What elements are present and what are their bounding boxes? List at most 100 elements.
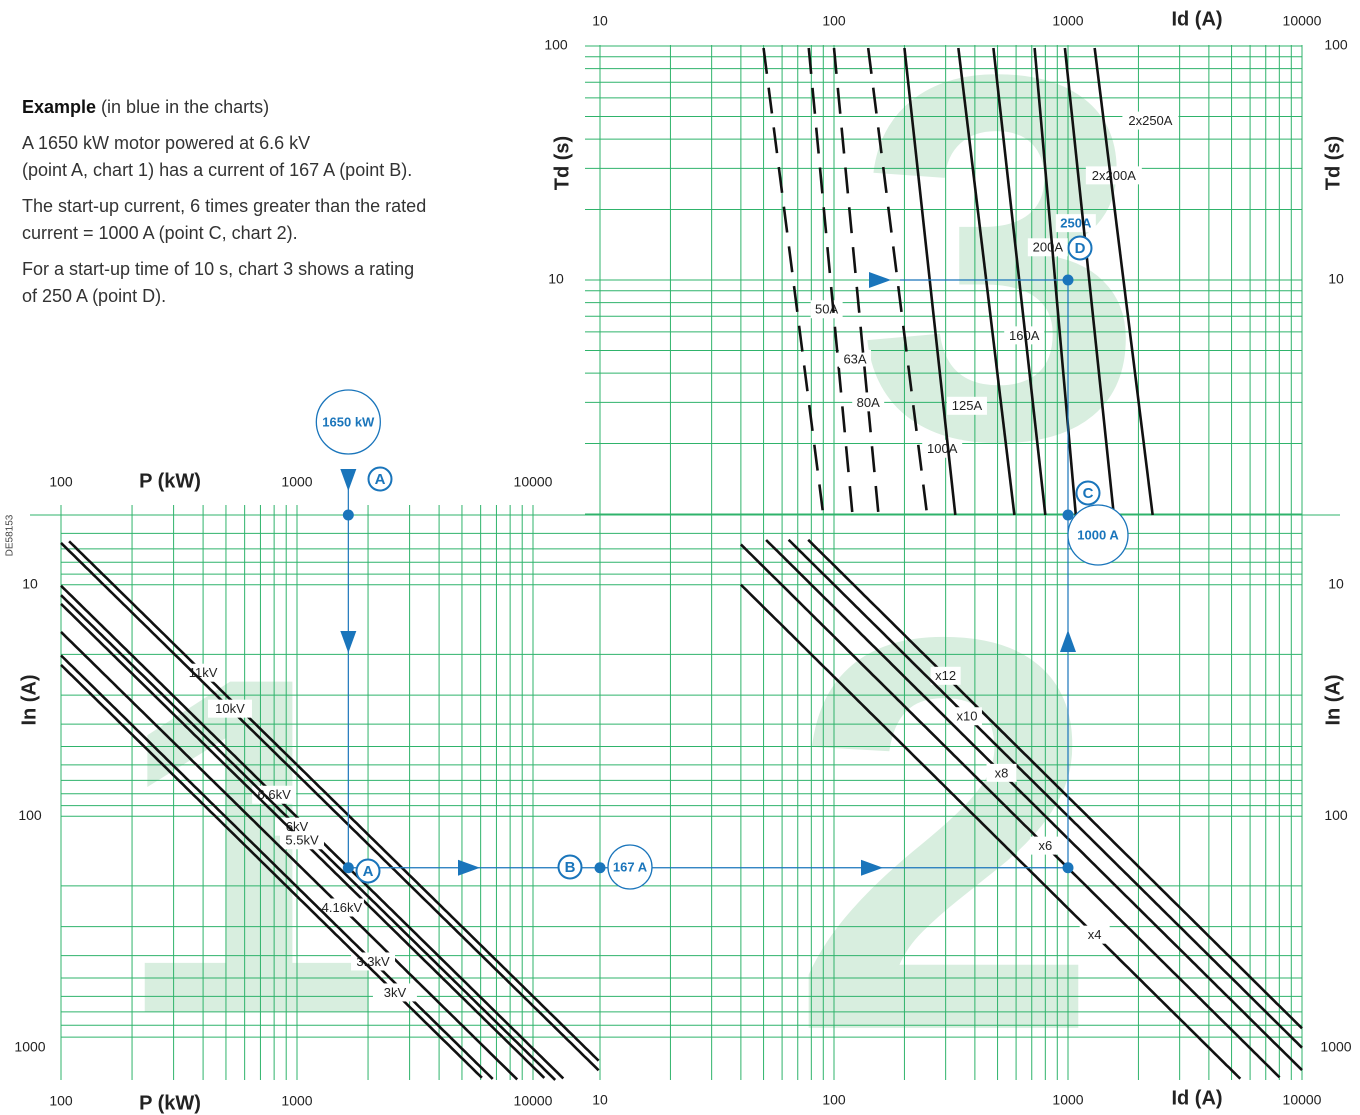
y-tick-label: 10 — [1328, 271, 1344, 287]
series-label-text: 125A — [952, 398, 983, 413]
series-label: 2x250A — [1122, 111, 1179, 130]
series-label: 50A — [810, 300, 843, 319]
series-label-text: 2x200A — [1092, 168, 1136, 183]
y-tick-label: 1000 — [1320, 1038, 1351, 1054]
point-a-marker: A — [355, 858, 381, 884]
y-axis-label: Td (s) — [1322, 136, 1344, 190]
value-bubble-text: 1000 A — [1077, 527, 1119, 542]
series-label-bg — [1055, 214, 1096, 233]
value-bubble-circle — [1067, 504, 1129, 566]
x-tick-label: 100 — [49, 474, 73, 490]
series-label-bg — [930, 666, 961, 685]
arrow-up-icon — [1060, 630, 1076, 652]
y-tick-label: 10 — [1328, 575, 1344, 591]
example-text: Example (in blue in the charts) A 1650 k… — [22, 94, 512, 319]
chart-2-series: x12 x10 x8 x6 x4 — [739, 538, 1303, 1080]
y-axis-label: In (A) — [1322, 674, 1344, 725]
multiplier-line — [807, 538, 1303, 1030]
point-marker-circle — [367, 466, 393, 492]
example-point-dot — [342, 862, 354, 874]
arrow-right-icon — [458, 859, 480, 876]
x-tick-label: 10000 — [1283, 13, 1322, 29]
example-point-dot — [1062, 509, 1074, 521]
series-label-text: 100A — [927, 441, 958, 456]
example-paragraph-2: The start-up current, 6 times greater th… — [22, 193, 512, 247]
example-heading: Example (in blue in the charts) — [22, 94, 512, 121]
series-label-text: x12 — [935, 668, 956, 683]
current-value-bubble: 167 A — [607, 844, 653, 890]
series-label-bg — [951, 707, 982, 726]
series-label: 80A — [852, 393, 885, 412]
example-path: A A B C D 1650 kW 167 A 1000 A — [315, 235, 1129, 890]
series-label: 2x200A — [1085, 166, 1142, 185]
series-label-text: x10 — [956, 709, 977, 724]
series-label: 6.6kV — [252, 785, 297, 804]
y-tick-label: 10 — [548, 271, 564, 287]
point-d-marker: D — [1067, 235, 1093, 261]
series-label-text: 6.6kV — [258, 787, 292, 802]
x-tick-label: 100 — [49, 1093, 73, 1109]
value-bubble-circle — [315, 389, 381, 455]
example-point-dot — [1062, 862, 1074, 874]
point-marker-letter: D — [1075, 240, 1086, 257]
series-label-bg — [922, 439, 963, 458]
series-label-text: 3.3kV — [356, 954, 390, 969]
example-point-dot — [594, 862, 606, 874]
example-line: For a start-up time of 10 s, chart 3 sho… — [22, 259, 415, 279]
example-line: A 1650 kW motor powered at 6.6 kV — [22, 133, 311, 153]
series-label-text: 250A — [1060, 216, 1092, 231]
series-label-text: x8 — [995, 765, 1009, 780]
series-label-bg — [181, 663, 226, 682]
fuse-curve — [903, 47, 957, 516]
example-line: of 250 A (point D). — [22, 286, 167, 306]
voltage-line — [68, 540, 600, 1062]
series-label-text: 63A — [843, 351, 866, 366]
x-tick-label: 100 — [822, 1092, 846, 1108]
y-tick-label: 1000 — [14, 1038, 45, 1054]
arrow-right-icon — [869, 272, 891, 288]
point-marker-circle — [1075, 480, 1101, 506]
fuse-curve — [992, 47, 1047, 516]
series-label: x6 — [1030, 836, 1061, 855]
example-title: Example — [22, 97, 97, 117]
x-axis-label: Id (A) — [1171, 1087, 1222, 1109]
x-tick-label: 1000 — [281, 1093, 312, 1109]
fuse-curve — [762, 47, 825, 516]
example-line: The start-up current, 6 times greater th… — [22, 196, 427, 216]
series-label-bg — [351, 952, 396, 971]
multiplier-line — [739, 543, 1281, 1079]
multiplier-line — [739, 583, 1242, 1080]
point-marker-circle — [557, 854, 583, 880]
series-label-bg — [319, 898, 364, 917]
x-tick-label: 10000 — [514, 1093, 553, 1109]
y-tick-label: 100 — [18, 807, 42, 823]
series-label-bg — [1122, 111, 1179, 130]
arrow-right-icon — [861, 859, 883, 876]
series-label-text: x4 — [1088, 927, 1102, 942]
series-label: 125A — [946, 396, 987, 415]
chart-3-series: 50A63A80A100A125A160A200A250A2x200A2x250… — [762, 47, 1179, 516]
example-paragraph-1: A 1650 kW motor powered at 6.6 kV (point … — [22, 130, 512, 184]
series-label-bg — [946, 396, 987, 415]
series-label-text: 10kV — [215, 701, 245, 716]
series-label: 3.3kV — [351, 952, 396, 971]
series-label: 63A — [839, 349, 872, 368]
fuse-curve — [1063, 47, 1116, 516]
y-axis-label: In (A) — [18, 674, 40, 725]
series-label: x12 — [930, 666, 961, 685]
series-label-bg — [1079, 925, 1110, 944]
example-point-dot — [1062, 274, 1074, 286]
x-tick-label: 10 — [592, 13, 608, 29]
voltage-line — [60, 663, 483, 1079]
series-label: 5.5kV — [280, 831, 325, 850]
series-label-bg — [207, 699, 252, 718]
x-axis-label: P (kW) — [139, 1092, 201, 1114]
y-tick-label: 100 — [1324, 807, 1348, 823]
x-tick-label: 10000 — [514, 474, 553, 490]
value-bubble-circle — [607, 844, 653, 890]
chart-1-watermark-number: 1 — [115, 577, 382, 1114]
voltage-line — [60, 541, 600, 1072]
series-label-bg — [986, 763, 1017, 782]
